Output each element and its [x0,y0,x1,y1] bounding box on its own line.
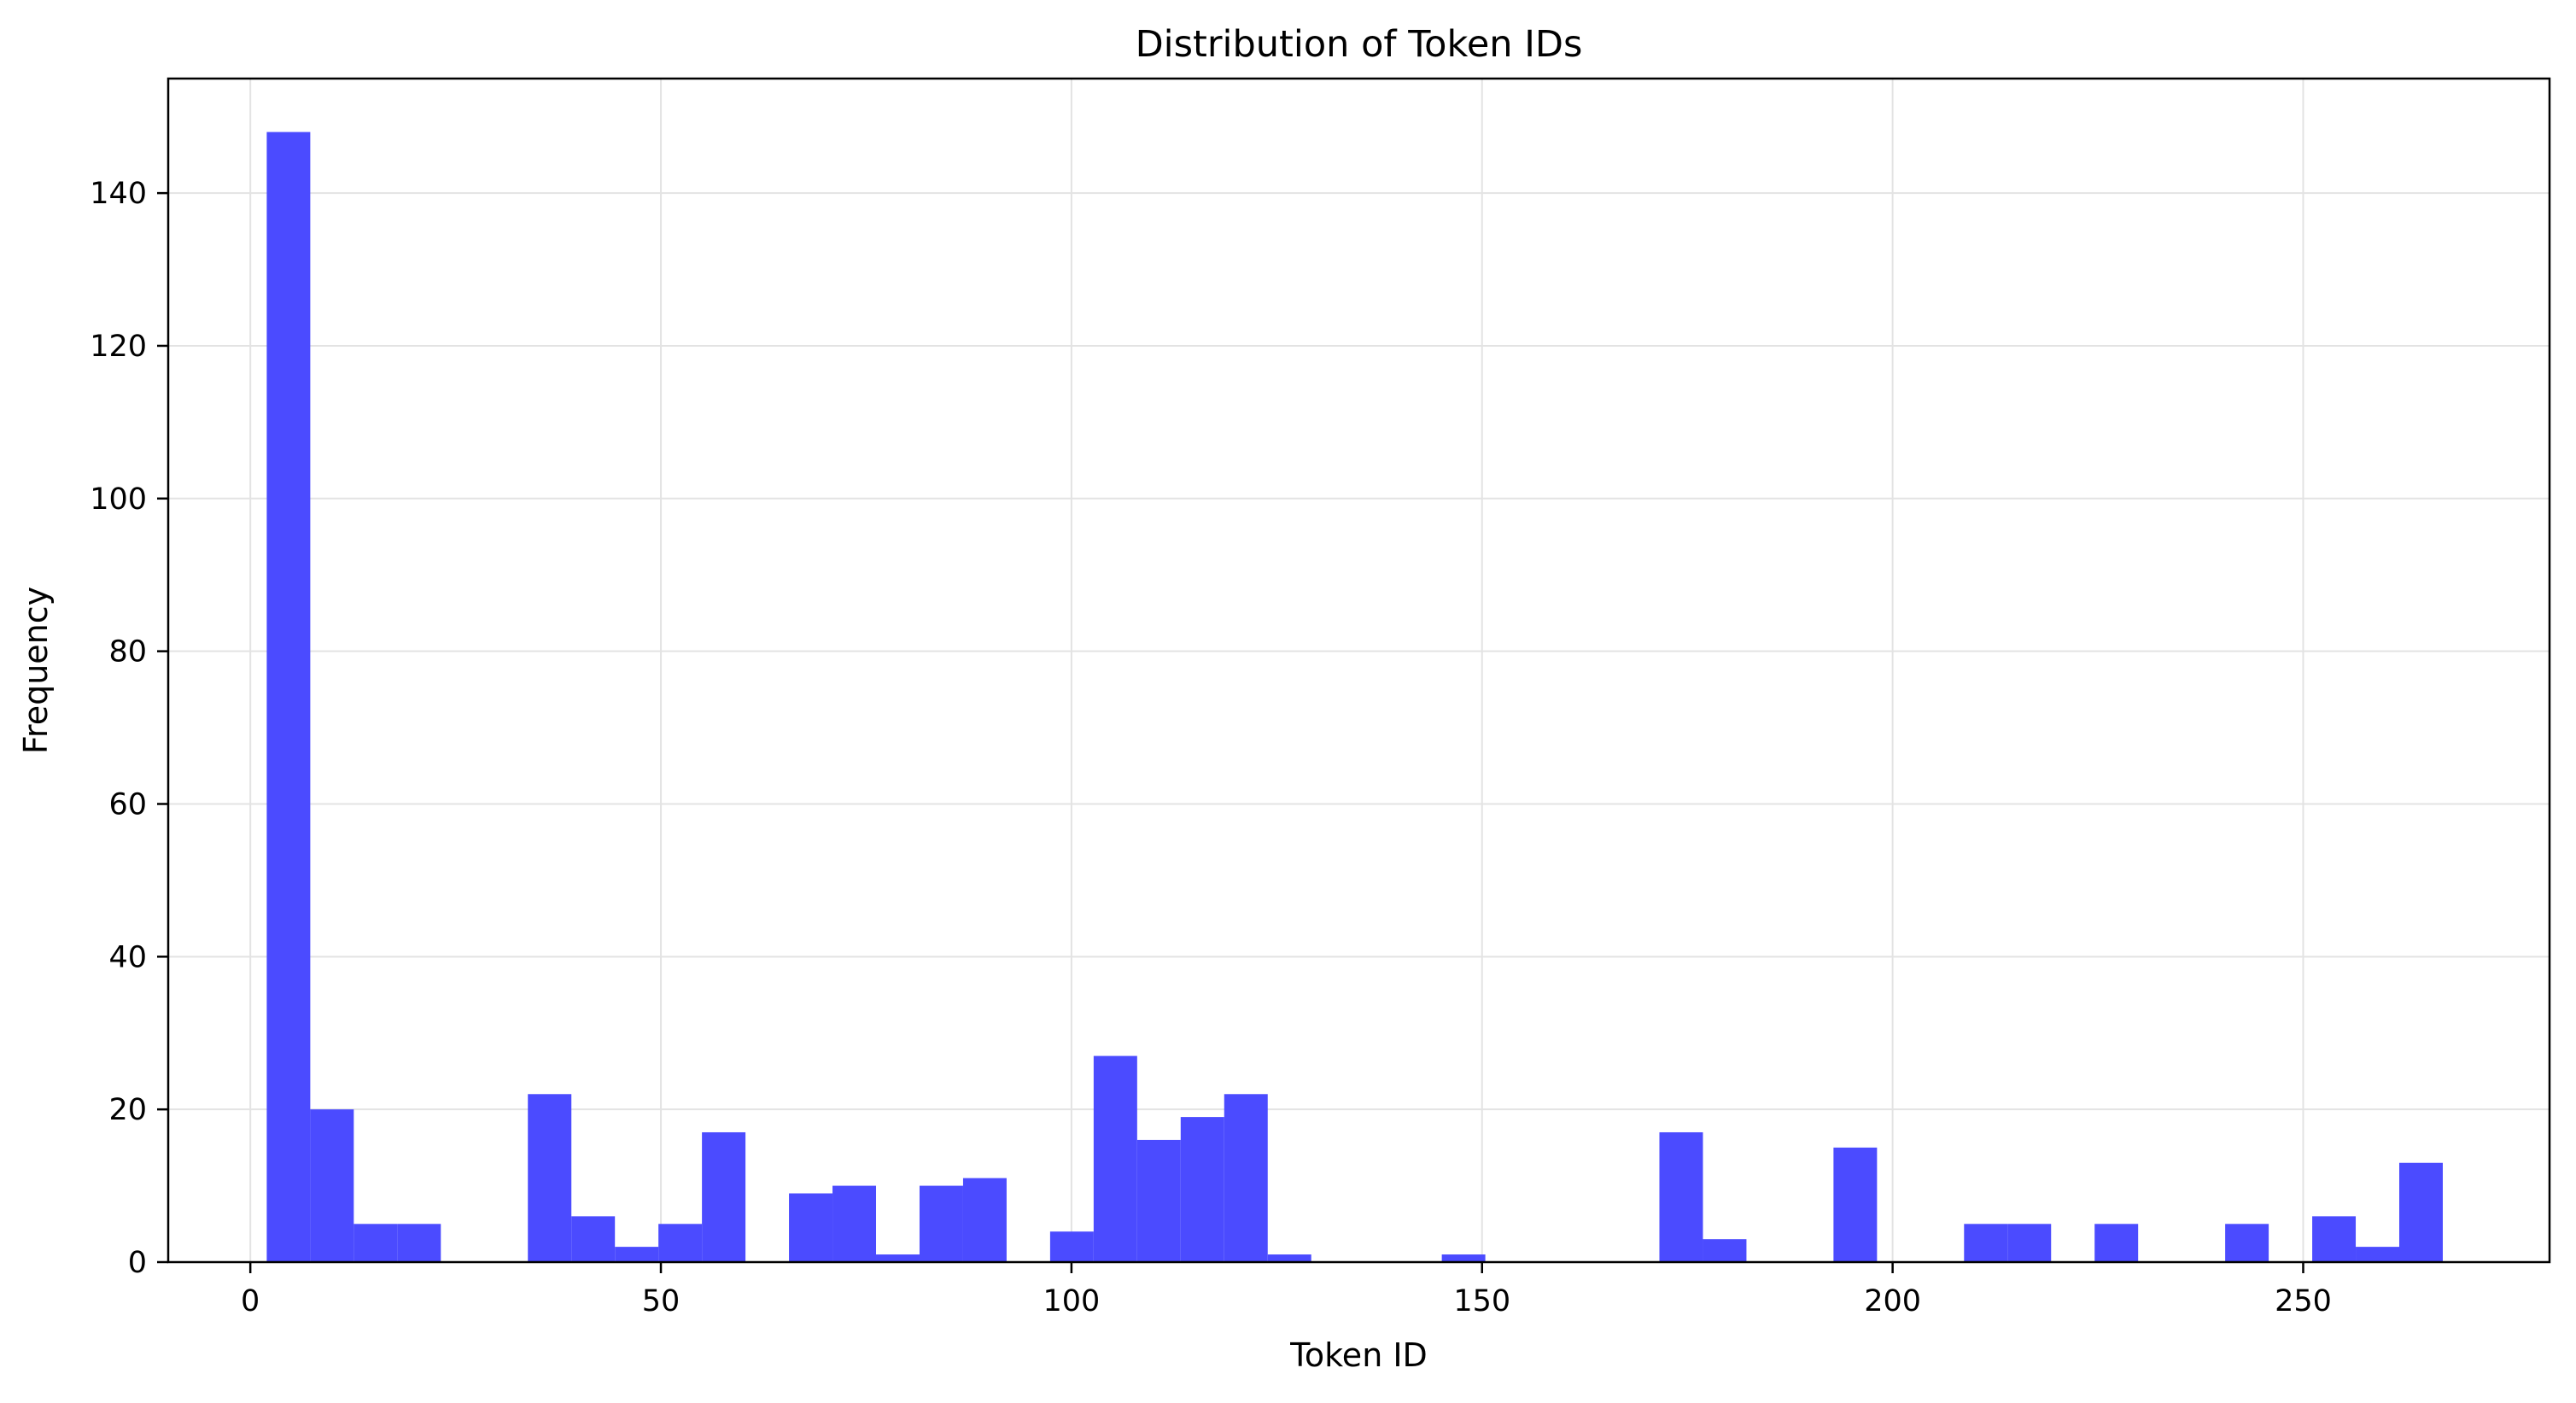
chart-title: Distribution of Token IDs [1136,23,1583,66]
x-tick-label: 200 [1864,1284,1921,1318]
y-tick-label: 40 [108,940,147,974]
grid-layer [168,79,2550,1263]
histogram-bar [789,1193,833,1262]
histogram-bar [1224,1094,1268,1262]
x-tick-label: 100 [1043,1284,1100,1318]
bars-layer [266,132,2443,1263]
histogram-bar [2312,1216,2357,1262]
histogram-bar [1267,1254,1311,1262]
histogram-bar [962,1178,1007,1262]
histogram-bar [1049,1231,1094,1262]
histogram-bar [528,1094,572,1262]
histogram-bar [2225,1224,2269,1262]
histogram-bar [876,1254,920,1262]
histogram-bar [2007,1224,2052,1262]
histogram-bar [1964,1224,2008,1262]
histogram-bar [615,1247,659,1262]
histogram-bar [571,1216,616,1262]
histogram-bar [1659,1131,1703,1262]
histogram-bar [1441,1254,1486,1262]
y-tick-label: 80 [108,635,147,669]
x-tick-label: 250 [2275,1284,2332,1318]
histogram-bar [1093,1055,1137,1262]
histogram-bar [310,1109,354,1262]
histogram-bar [2094,1224,2139,1262]
histogram-bar [353,1224,398,1262]
y-tick-label: 100 [90,482,147,517]
y-tick-label: 60 [108,787,147,821]
axes-frame [166,77,2551,1264]
histogram-bar [1136,1139,1181,1262]
histogram-bar [1180,1117,1224,1262]
y-tick-label: 120 [90,330,147,364]
histogram-bar [397,1224,441,1262]
axes-layer: 0 50 100 150 200 250 0 20 40 60 80 100 120 140 [90,77,2551,1318]
histogram-bar [1703,1239,1747,1262]
histogram-bar [832,1185,877,1262]
x-axis-label: Token ID [1289,1336,1428,1374]
histogram-bar [702,1131,746,1262]
y-tick-label: 0 [128,1246,147,1280]
x-tick-label: 0 [241,1284,260,1318]
histogram-bar [266,132,311,1263]
y-tick-label: 140 [90,177,147,211]
x-tick-label: 50 [642,1284,681,1318]
y-tick-label: 20 [108,1093,147,1127]
histogram-bar [2399,1162,2443,1262]
histogram-bar [2356,1247,2400,1262]
histogram-bar [919,1185,963,1262]
histogram-bar [1833,1147,1878,1262]
x-tick-label: 150 [1453,1284,1510,1318]
y-axis-label: Frequency [17,587,55,754]
histogram-bar [658,1224,703,1262]
